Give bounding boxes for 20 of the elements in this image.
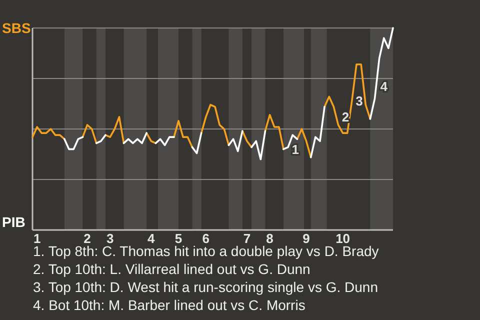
- text: 3. Top 10th: D. West hit a run-scoring single vs G. Dunn: [33, 279, 378, 295]
- x-tick-label: 9: [302, 231, 310, 246]
- x-tick-label: 4: [148, 231, 156, 246]
- text: PIB: [2, 214, 26, 230]
- annotation: 4: [380, 79, 388, 94]
- x-tick-label: 10: [336, 231, 350, 246]
- x-tick-label: 7: [243, 231, 251, 246]
- annotation: 3: [356, 93, 363, 108]
- x-tick-label: 6: [202, 231, 210, 246]
- text: SBS: [2, 20, 31, 36]
- text: 4. Bot 10th: M. Barber lined out vs C. Morris: [33, 297, 306, 313]
- annotation: 2: [342, 109, 350, 124]
- x-tick-label: 5: [174, 231, 182, 246]
- text: 1. Top 8th: C. Thomas hit into a double play vs D. Brady: [33, 243, 379, 259]
- x-tick-label: 2: [84, 231, 91, 246]
- x-tick-label: 1: [33, 231, 41, 246]
- text: 2. Top 10th: L. Villarreal lined out vs G. Dunn: [33, 261, 310, 277]
- x-tick-label: 3: [106, 231, 114, 246]
- x-tick-label: 8: [266, 231, 274, 246]
- annotation: 1: [292, 142, 299, 157]
